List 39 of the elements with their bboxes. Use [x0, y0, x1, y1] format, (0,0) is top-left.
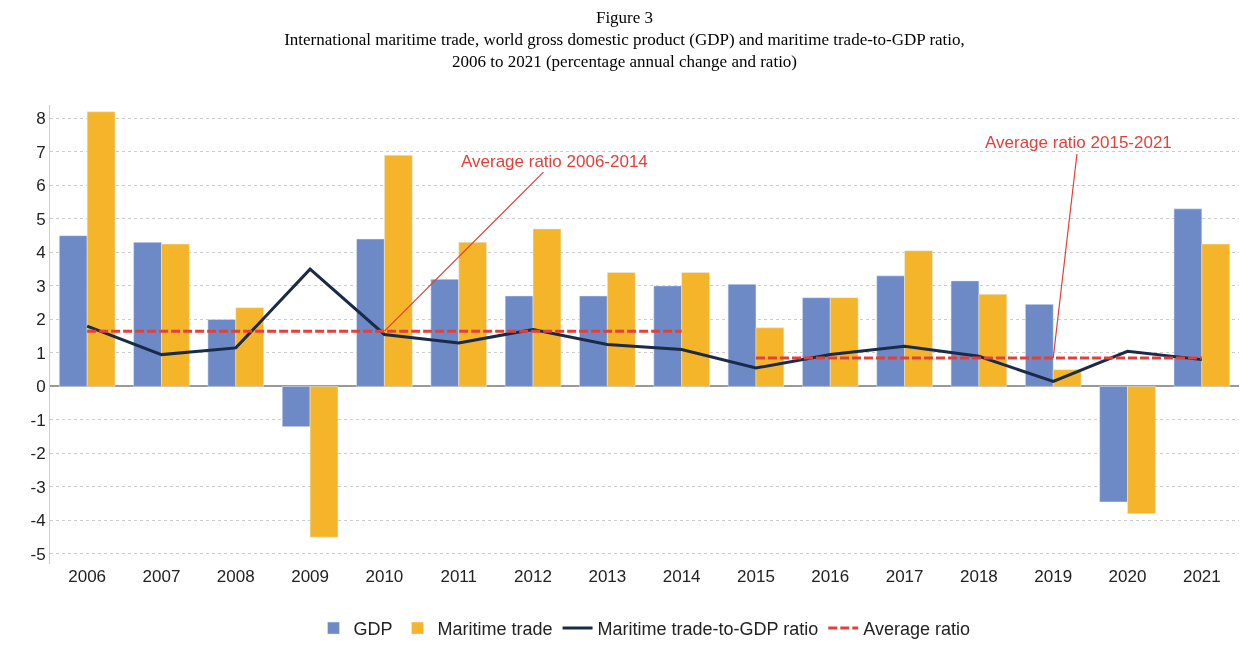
y-tick-label: -4: [30, 511, 46, 531]
x-tick-label: 2007: [142, 567, 181, 586]
y-tick-label: -1: [30, 410, 46, 430]
y-tick-label: -5: [30, 544, 46, 564]
annotation: Average ratio 2015-2021: [985, 133, 1172, 152]
x-tick-label: 2020: [1108, 567, 1147, 586]
y-tick-label: -3: [30, 477, 46, 497]
y-tick-label: 1: [36, 343, 46, 363]
annotation: Average ratio 2006-2014: [461, 152, 648, 171]
y-tick-label: 8: [36, 109, 46, 129]
y-tick-label: 7: [36, 142, 46, 162]
chart-subtitle: International maritime trade, world gross domestic product (GDP) and maritime trade-to-GDP ratio, 2006 to 2021 (percentage annual change and ratio): [284, 30, 965, 72]
x-tick-label: 2021: [1182, 567, 1221, 586]
x-tick-label: 2019: [1034, 567, 1073, 586]
x-tick-label: 2016: [811, 567, 850, 586]
legend-label: Maritime trade-to-GDP ratio: [597, 619, 819, 640]
chart-title: Figure 3: [595, 8, 654, 27]
x-tick-label: 2012: [514, 567, 552, 586]
x-tick-label: 2015: [737, 567, 775, 586]
legend-label: Maritime trade: [437, 619, 553, 640]
x-tick-label: 2017: [885, 567, 924, 586]
line-series: [85, 267, 1204, 383]
y-tick-label: -2: [30, 444, 46, 464]
x-tick-label: 2013: [588, 567, 627, 586]
y-tick-label: 4: [36, 243, 46, 263]
x-tick-label: 2014: [662, 567, 701, 586]
x-tick-label: 2006: [68, 567, 107, 586]
legend-label: GDP: [353, 619, 393, 640]
legend-label: Average ratio: [863, 619, 971, 640]
y-tick-label: 5: [36, 209, 46, 229]
x-tick-label: 2009: [291, 567, 329, 586]
y-tick-label: 3: [36, 276, 46, 296]
x-tick-label: 2010: [365, 567, 404, 586]
y-tick-label: 6: [36, 176, 46, 196]
x-tick-label: 2018: [960, 567, 998, 586]
y-tick-label: 0: [36, 377, 46, 397]
x-tick-label: 2011: [440, 567, 477, 586]
x-tick-label: 2008: [216, 567, 255, 586]
y-tick-label: 2: [36, 310, 46, 330]
